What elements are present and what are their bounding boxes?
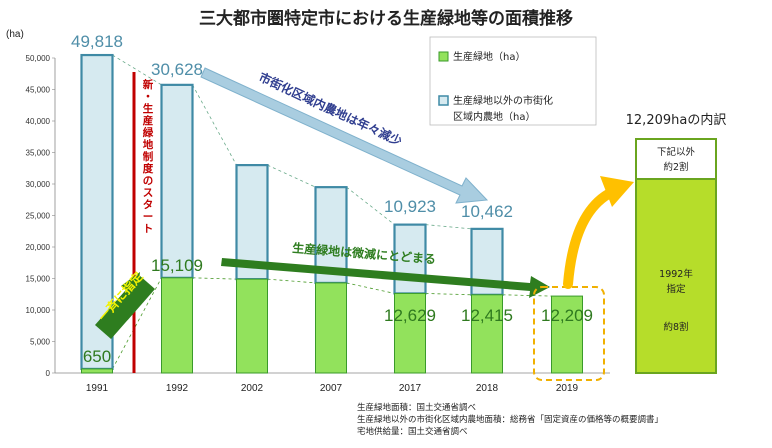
green-trend-connector [502, 294, 552, 297]
source-1: 生産緑地面積：国土交通省調べ [357, 402, 476, 413]
legend-label-blue-1: 生産緑地以外の市街化 [453, 94, 553, 107]
y-tick-label: 45,000 [26, 86, 51, 95]
policy-start-char: の [143, 175, 154, 187]
value-labels: 49,818 30,628 10,923 10,462 650 15,109 1… [71, 32, 593, 366]
policy-start-char: 新 [143, 78, 154, 91]
blue-trend-connector [425, 224, 472, 230]
bar-productive-green-2007 [315, 282, 347, 374]
policy-start-char: 制 [143, 150, 154, 163]
value-label-2018-blue: 10,462 [461, 202, 513, 221]
breakdown-title: 12,209haの内訳 [626, 112, 727, 128]
highlight-2019 [533, 286, 605, 381]
chart-title: 三大都市圏特定市における生産緑地等の面積推移 [199, 8, 573, 29]
green-trend-connector [425, 293, 472, 296]
value-label-2017-blue: 10,923 [384, 197, 436, 216]
blue-arrow-shape [200, 67, 489, 204]
sources: 生産緑地面積：国土交通省調べ 生産緑地以外の市街化区域内農地面積：総務省「固定資… [357, 402, 663, 437]
green-trend-connector [267, 278, 316, 284]
legend: 生産緑地（ha） 生産緑地以外の市街化 区域内農地（ha） [429, 36, 597, 126]
legend-box [429, 36, 597, 126]
source-3: 宅地供給量：国土交通省調べ [357, 426, 468, 437]
blue-trend-connector [267, 164, 316, 188]
policy-start-char: ト [143, 223, 154, 235]
y-tick-label: 35,000 [26, 149, 51, 158]
y-tick-label: 25,000 [26, 212, 51, 221]
green-arrow-shape [221, 258, 550, 298]
x-tick-label-2018: 2018 [476, 383, 499, 394]
designation-label-box [95, 275, 155, 339]
curved-arrow-body [563, 187, 617, 289]
value-label-2018-green: 12,415 [461, 306, 513, 325]
value-label-1992-green: 15,109 [151, 256, 203, 275]
policy-start-char: 度 [143, 162, 154, 175]
x-ticks: 1991 1992 2002 2007 2017 2018 2019 [86, 383, 579, 394]
y-tick-label: 15,000 [26, 275, 51, 284]
green-trend-connector [112, 277, 162, 370]
x-tick-label-2007: 2007 [320, 383, 343, 394]
policy-start-char: 緑 [143, 126, 154, 139]
blue-trend-connector [346, 186, 395, 225]
curved-arrow-head [600, 176, 634, 207]
blue-trend-connector [192, 84, 237, 166]
x-tick-label-1991: 1991 [86, 383, 109, 394]
y-tick-label: 10,000 [26, 306, 51, 315]
bar-productive-green-2018 [471, 294, 503, 374]
x-tick-label-2017: 2017 [399, 383, 422, 394]
y-tick-label: 5,000 [30, 338, 51, 347]
green-trend-connector [346, 282, 395, 294]
bar-productive-green-1992 [161, 277, 193, 374]
value-label-1991-blue: 49,818 [71, 32, 123, 51]
source-2: 生産緑地以外の市街化区域内農地面積：総務省「固定資産の価格等の概要調書」 [357, 414, 663, 425]
y-tick-label: 40,000 [26, 117, 51, 126]
breakdown-top-box [635, 138, 717, 180]
x-tick-label-2019: 2019 [556, 383, 579, 394]
value-label-2017-green: 12,629 [384, 306, 436, 325]
legend-label-blue-2: 区域内農地（ha） [453, 110, 535, 123]
policy-start-char: 産 [143, 114, 154, 127]
y-tick-label: 20,000 [26, 243, 51, 252]
y-axis-unit: (ha) [6, 29, 24, 40]
policy-start-char: タ [143, 199, 154, 211]
value-label-1992-blue: 30,628 [151, 60, 203, 79]
y-ticks: 0 5,000 10,000 15,000 20,000 25,000 30,000 35,0… [26, 54, 55, 378]
breakdown-panel: 12,209haの内訳 下記以外 約2割 1992年 指定 約8割 [626, 112, 727, 374]
x-tick-label-2002: 2002 [241, 383, 264, 394]
bar-other-farmland-1992 [160, 83, 194, 279]
breakdown-top-line2: 約2割 [663, 161, 688, 173]
green-trend-connector [192, 277, 237, 280]
bar-productive-green-2002 [236, 278, 268, 374]
breakdown-bottom-line3: 約8割 [663, 321, 688, 333]
breakdown-bottom-line2: 指定 [666, 283, 686, 295]
bar-productive-green-2019 [551, 295, 583, 374]
y-tick-label: 30,000 [26, 180, 51, 189]
policy-start-char: ー [143, 211, 154, 223]
x-tick-label-1992: 1992 [166, 383, 189, 394]
legend-label-green: 生産緑地（ha） [453, 50, 525, 63]
legend-swatch-green [438, 51, 449, 62]
breakdown-top-line1: 下記以外 [657, 146, 696, 158]
legend-swatch-blue [438, 95, 449, 106]
curved-arrow [563, 176, 634, 289]
trend-connectors [112, 54, 552, 370]
value-label-1991-green: 650 [83, 347, 111, 366]
policy-start-char: 生 [143, 102, 154, 115]
y-tick-label: 0 [46, 369, 51, 378]
value-label-2019-green: 12,209 [541, 306, 593, 325]
policy-start-char: ス [143, 187, 154, 199]
breakdown-bottom-box [635, 178, 717, 374]
bar-productive-green-2017 [394, 292, 426, 374]
policy-start-char: 地 [143, 138, 154, 151]
bar-productive-green-1991 [81, 368, 113, 374]
y-tick-label: 50,000 [26, 54, 51, 63]
policy-start-char: ・ [143, 91, 154, 103]
breakdown-bottom-line1: 1992年 [659, 268, 693, 280]
